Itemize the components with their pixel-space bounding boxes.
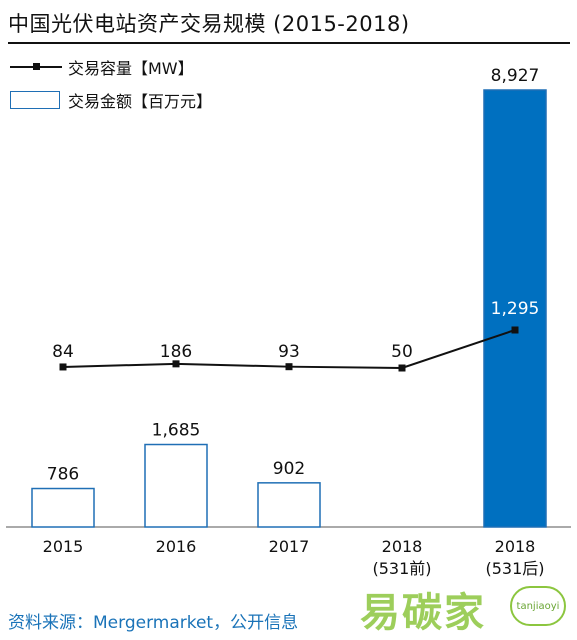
bar-label-0: 786 xyxy=(47,465,79,485)
bar-amount-0 xyxy=(31,487,95,528)
x-tick-label-3: 2018 xyxy=(382,537,423,556)
watermark-logo: 易碳家 tanjiaoyi xyxy=(360,580,572,636)
bar-label-1: 1,685 xyxy=(152,421,201,441)
line-label-2: 93 xyxy=(278,342,300,362)
legend-bar-label: 交易金额【百万元】 xyxy=(68,92,213,111)
line-point-0 xyxy=(59,363,67,371)
bar-amount-2 xyxy=(257,482,321,528)
line-point-4 xyxy=(511,326,519,334)
legend-line-marker xyxy=(10,59,62,75)
line-label-3: 50 xyxy=(391,342,413,362)
x-tick-label-0: 2015 xyxy=(43,537,84,556)
bar-amount-1 xyxy=(144,443,208,528)
legend-bar-marker xyxy=(10,91,60,109)
x-tick-label-1: 2016 xyxy=(156,537,197,556)
legend-item-volume: 交易容量【MW】 xyxy=(10,55,194,79)
source-note: 资料来源：Mergermarket，公开信息 xyxy=(8,613,299,633)
line-label-4: 1,295 xyxy=(491,299,540,319)
line-label-0: 84 xyxy=(52,342,74,362)
x-tick-label-4: 2018 xyxy=(495,537,536,556)
x-tick-label-4-line2: (531后) xyxy=(485,559,544,578)
x-tick-label-3-line2: (531前) xyxy=(372,559,431,578)
bar-label-4: 8,927 xyxy=(491,66,540,86)
bar-amount-4 xyxy=(483,89,547,528)
line-label-1: 186 xyxy=(160,342,192,362)
chart-title: 中国光伏电站资产交易规模 (2015-2018) xyxy=(8,12,410,36)
line-point-3 xyxy=(398,364,406,372)
watermark-text: 易碳家 xyxy=(360,590,486,636)
line-point-1 xyxy=(172,360,180,368)
x-tick-label-2: 2017 xyxy=(269,537,310,556)
bar-label-2: 902 xyxy=(273,459,305,479)
watermark-badge: tanjiaoyi xyxy=(510,586,566,626)
legend-item-amount: 交易金额【百万元】 xyxy=(10,88,212,112)
title-divider xyxy=(8,42,570,44)
line-point-2 xyxy=(285,363,293,371)
legend-line-label: 交易容量【MW】 xyxy=(68,59,194,78)
